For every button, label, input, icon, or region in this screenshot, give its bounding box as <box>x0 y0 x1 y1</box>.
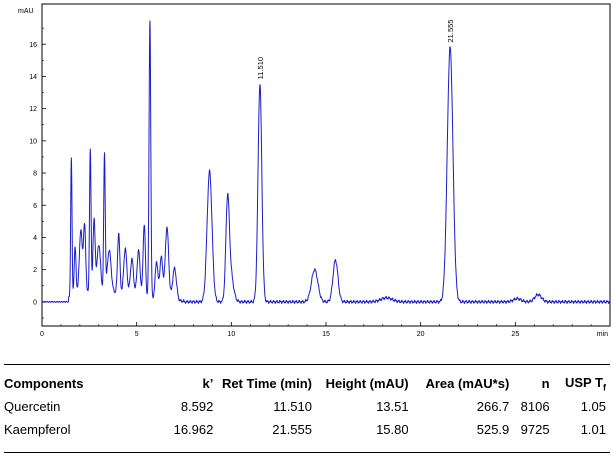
header-area: Area (mAU*s) <box>425 376 510 391</box>
cell-component: Quercetin <box>4 399 61 414</box>
peak-labels: 11.510 21.555 <box>256 20 455 80</box>
y-tick-label: 10 <box>29 138 37 145</box>
cell-n: 9725 <box>520 422 550 437</box>
x-tick-label: 25 <box>511 331 519 338</box>
x-tick-label: 20 <box>417 331 425 338</box>
header-height: Height (mAU) <box>325 376 409 391</box>
cell-height: 15.80 <box>376 422 409 437</box>
header-n: n <box>541 376 550 391</box>
table-row: Quercetin 8.592 11.510 13.51 266.7 8106 … <box>4 395 610 418</box>
cell-k-prime: 16.962 <box>173 422 214 437</box>
table-header-row: Components k’ Ret Time (min) Height (mAU… <box>4 372 610 395</box>
y-tick-label: 0 <box>33 299 37 306</box>
cell-ret-time: 21.555 <box>272 422 312 437</box>
header-ret-time: Ret Time (min) <box>221 376 312 391</box>
y-tick-label: 8 <box>33 171 37 178</box>
peak-rt-label: 11.510 <box>256 57 265 79</box>
y-tick-label: 16 <box>29 42 37 49</box>
table-row: Kaempferol 16.962 21.555 15.80 525.9 972… <box>4 418 610 441</box>
cell-k-prime: 8.592 <box>180 399 214 414</box>
y-tick-label: 12 <box>29 106 37 113</box>
header-usp-tf: USP Tf <box>550 372 610 395</box>
x-axis-label: min <box>597 331 608 338</box>
cell-height: 13.51 <box>376 399 409 414</box>
usp-t-text: USP T <box>564 374 603 390</box>
cell-usp-tf: 1.01 <box>580 422 606 437</box>
header-components: Components <box>4 376 84 391</box>
cell-usp-tf: 1.05 <box>580 399 606 414</box>
chart-ticks: 0 2 4 6 8 10 12 14 16 mAU 0 5 10 15 20 25 min <box>18 8 608 338</box>
x-tick-label: 10 <box>227 331 235 338</box>
x-tick-label: 5 <box>135 331 139 338</box>
top-rule <box>4 364 610 365</box>
y-axis-label: mAU <box>18 8 34 15</box>
cell-area: 266.7 <box>476 399 510 414</box>
peak-rt-label: 21.555 <box>446 20 455 43</box>
chromatogram-line <box>41 20 611 304</box>
header-k-prime: k’ <box>202 376 214 391</box>
cell-area: 525.9 <box>476 422 510 437</box>
cell-component: Kaempferol <box>4 422 71 437</box>
chromatogram-chart: 0 2 4 6 8 10 12 14 16 mAU 0 5 10 15 20 25 min 11.510 21.5… <box>18 3 611 338</box>
y-tick-label: 2 <box>33 267 37 274</box>
chromatogram-trace <box>41 20 611 304</box>
y-tick-label: 6 <box>33 203 37 210</box>
bottom-rule <box>4 452 610 453</box>
y-tick-label: 14 <box>29 74 37 81</box>
y-tick-label: 4 <box>33 235 37 242</box>
x-tick-label: 0 <box>40 331 44 338</box>
x-tick-label: 15 <box>322 331 330 338</box>
results-table: Components k’ Ret Time (min) Height (mAU… <box>4 372 610 441</box>
cell-ret-time: 11.510 <box>273 399 312 414</box>
usp-f-subscript: f <box>603 382 606 393</box>
cell-n: 8106 <box>520 399 550 414</box>
